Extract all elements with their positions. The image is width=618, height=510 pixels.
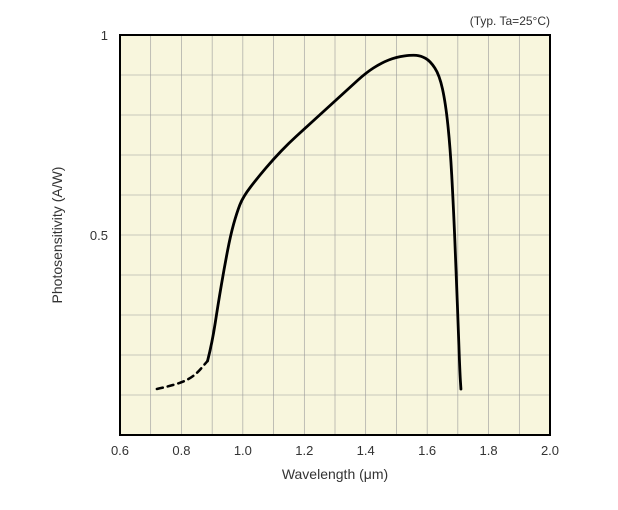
x-tick-label: 0.6 bbox=[111, 443, 129, 458]
x-tick-label: 0.8 bbox=[172, 443, 190, 458]
chart-note: (Typ. Ta=25°C) bbox=[470, 14, 550, 28]
y-axis-label: Photosensitivity (A/W) bbox=[49, 167, 65, 304]
x-tick-label: 2.0 bbox=[541, 443, 559, 458]
x-tick-label: 1.0 bbox=[234, 443, 252, 458]
chart-svg: 0.6 0.8 1.0 1.2 1.4 1.6 1.8 2.0 0.5 1 Wavelength (… bbox=[0, 0, 618, 510]
x-tick-label: 1.4 bbox=[357, 443, 375, 458]
y-tick-label: 1 bbox=[101, 28, 108, 43]
x-axis-label: Wavelength (μm) bbox=[282, 466, 388, 482]
y-tick-label: 0.5 bbox=[90, 228, 108, 243]
x-tick-label: 1.8 bbox=[480, 443, 498, 458]
x-tick-label: 1.2 bbox=[295, 443, 313, 458]
x-tick-label: 1.6 bbox=[418, 443, 436, 458]
photosensitivity-chart: 0.6 0.8 1.0 1.2 1.4 1.6 1.8 2.0 0.5 1 Wavelength (… bbox=[0, 0, 618, 510]
